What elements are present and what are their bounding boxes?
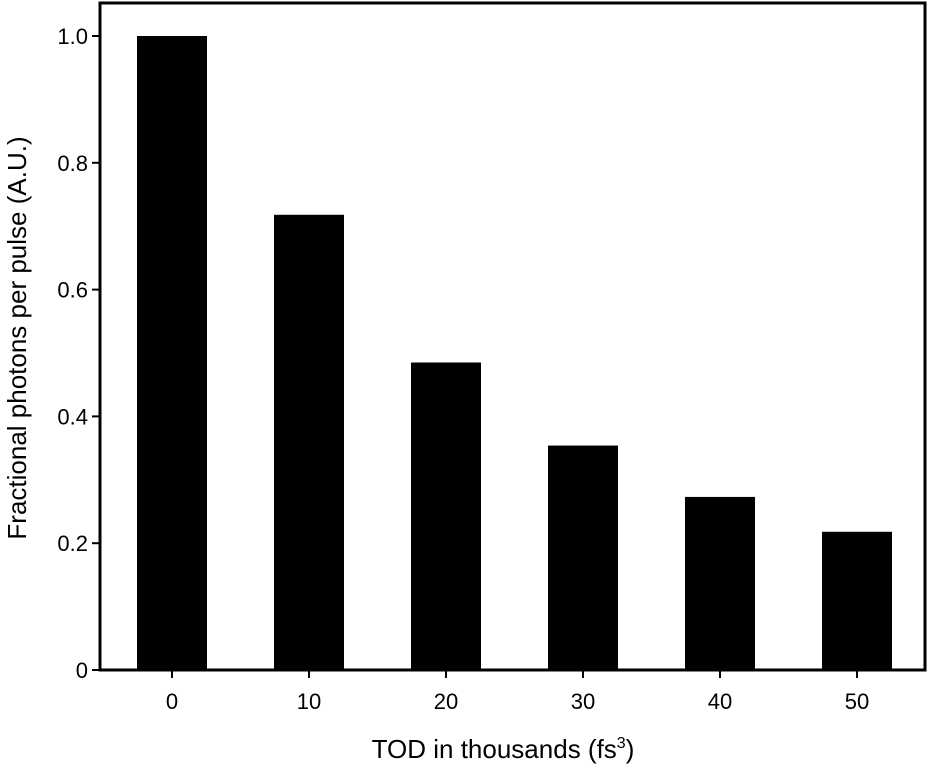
plot-frame [98, 1, 927, 672]
y-axis-title: Fractional photons per pulse (A.U.) [2, 136, 32, 539]
x-tick-label: 0 [166, 689, 178, 714]
bar-30 [548, 445, 618, 670]
bar-20 [411, 362, 481, 670]
y-tick-label: 0.2 [57, 531, 88, 556]
x-axis-title-main: TOD in thousands (fs [372, 734, 617, 764]
x-tick-label: 50 [845, 689, 869, 714]
x-axis-title: TOD in thousands (fs3) [372, 734, 635, 764]
bars-layer [137, 36, 892, 670]
y-tick-label: 0.8 [57, 151, 88, 176]
y-tick-label: 0.6 [57, 278, 88, 303]
x-tick-label: 40 [708, 689, 732, 714]
y-tick-label: 1.0 [57, 24, 88, 49]
x-tick-label: 30 [571, 689, 595, 714]
bar-40 [685, 496, 755, 670]
x-axis-title-superscript: 3 [617, 735, 626, 752]
x-axis-title-close: ) [626, 734, 635, 764]
bar-10 [274, 214, 344, 670]
x-tick-label: 10 [297, 689, 321, 714]
x-axis: 0 10 20 30 40 50 [166, 670, 869, 714]
y-axis: 0 0.2 0.4 0.6 0.8 1.0 [57, 24, 100, 683]
bar-50 [822, 531, 892, 670]
y-tick-label: 0 [76, 658, 88, 683]
y-tick-label: 0.4 [57, 404, 88, 429]
x-tick-label: 20 [434, 689, 458, 714]
bar-0 [137, 36, 207, 670]
